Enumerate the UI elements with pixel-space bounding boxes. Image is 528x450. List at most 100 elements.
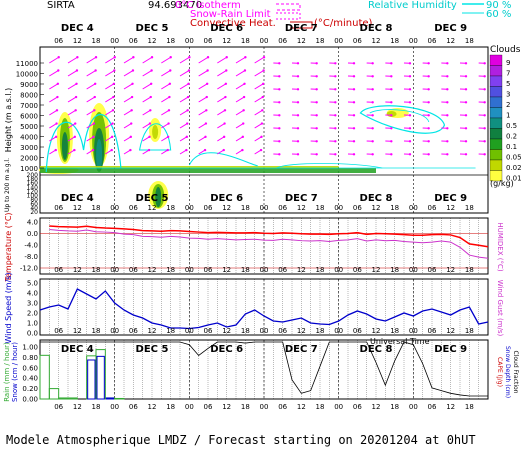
hour-tick-label: 12 bbox=[297, 266, 306, 274]
wind-vector-head bbox=[371, 153, 374, 156]
wind-vector-head bbox=[334, 114, 337, 117]
wind-vector-head bbox=[222, 135, 226, 139]
colorbar-label: 0.1 bbox=[506, 143, 517, 151]
height-agl-tick-label: 100 bbox=[27, 193, 39, 200]
colorbar-label: 7 bbox=[506, 70, 510, 78]
wind-vector bbox=[161, 136, 169, 142]
wind-vector-head bbox=[74, 122, 77, 125]
wind-vector-head bbox=[315, 75, 318, 78]
wind-vector bbox=[67, 96, 77, 103]
wind-vector bbox=[254, 56, 265, 64]
hour-tick-label: 06 bbox=[278, 204, 287, 212]
wind-vector-head bbox=[371, 140, 374, 143]
wind-vector-head bbox=[315, 127, 318, 130]
wind-vector-head bbox=[225, 56, 228, 59]
cloud-cell bbox=[152, 125, 159, 139]
day-label: DEC 6 bbox=[210, 193, 243, 204]
wind-vector bbox=[198, 83, 208, 90]
wind-vector-head bbox=[371, 75, 374, 78]
hour-tick-label: 12 bbox=[297, 403, 306, 411]
wind-vector-head bbox=[186, 109, 189, 112]
hour-tick-label: 00 bbox=[185, 204, 194, 212]
wind-vector bbox=[235, 96, 245, 103]
hour-tick-label: 18 bbox=[316, 403, 325, 411]
hour-tick-label: 12 bbox=[73, 37, 82, 45]
hour-tick-label: 00 bbox=[409, 204, 418, 212]
wind-vector bbox=[49, 83, 59, 90]
precip-tick-label: 0.20 bbox=[22, 385, 38, 393]
hour-tick-label: 12 bbox=[446, 266, 455, 274]
wind-vector bbox=[49, 123, 57, 129]
wind-vector-head bbox=[244, 56, 247, 59]
hour-tick-label: 18 bbox=[316, 37, 325, 45]
hour-tick-label: 06 bbox=[278, 37, 287, 45]
humidex-line bbox=[49, 228, 489, 259]
wind-vector bbox=[161, 96, 170, 103]
hour-tick-label: 12 bbox=[446, 327, 455, 335]
wind-vector-head bbox=[260, 135, 263, 139]
legend-rh-label: Relative Humidity bbox=[368, 0, 457, 11]
wind-vector-head bbox=[315, 140, 318, 143]
wind-vector-head bbox=[390, 114, 393, 117]
hour-tick-label: 12 bbox=[222, 266, 231, 274]
wind-vector bbox=[67, 56, 78, 64]
temperature-tick-label: 0.0 bbox=[27, 230, 38, 238]
day-label: DEC 5 bbox=[136, 23, 169, 34]
hour-tick-label: 18 bbox=[465, 37, 474, 45]
hour-tick-label: 18 bbox=[92, 204, 101, 212]
temperature-tick-label: -4.0 bbox=[24, 242, 38, 250]
wind-vector-head bbox=[278, 101, 281, 104]
wind-vector-head bbox=[223, 122, 226, 125]
wind-vector-head bbox=[56, 95, 59, 99]
colorbar-swatch bbox=[489, 65, 503, 77]
wind-vector-head bbox=[262, 69, 265, 72]
wind-vector-head bbox=[166, 148, 169, 152]
colorbar-label: 0.5 bbox=[506, 122, 517, 130]
wind-vector bbox=[142, 56, 153, 64]
hour-tick-label: 00 bbox=[260, 403, 269, 411]
wind-vector-head bbox=[427, 127, 430, 130]
wind-vector bbox=[198, 56, 209, 64]
hour-tick-label: 00 bbox=[334, 403, 343, 411]
wind-vector-head bbox=[315, 114, 318, 117]
wind-vector bbox=[198, 70, 208, 77]
wind-vector-head bbox=[113, 56, 116, 59]
wind-vector-head bbox=[93, 109, 96, 112]
wind-vector-head bbox=[278, 88, 281, 91]
wind-vector-head bbox=[464, 62, 468, 65]
wind-vector bbox=[105, 136, 113, 142]
wind-vector bbox=[235, 83, 245, 90]
colorbar-label: 5 bbox=[506, 80, 510, 88]
hour-tick-label: 00 bbox=[409, 327, 418, 335]
wind-vector-head bbox=[371, 62, 374, 65]
wind-vector-head bbox=[278, 114, 281, 117]
legend-swatches bbox=[276, 3, 484, 29]
height-agl-tick-label: 160 bbox=[27, 180, 39, 187]
hour-tick-label: 18 bbox=[92, 403, 101, 411]
wind-vector-head bbox=[243, 82, 246, 85]
hour-tick-label: 06 bbox=[54, 204, 63, 212]
hour-tick-label: 12 bbox=[372, 327, 381, 335]
wind-vector-head bbox=[483, 101, 486, 104]
colorbar-label: 3 bbox=[506, 91, 510, 99]
wind-vector-head bbox=[73, 148, 76, 152]
height-tick-label: 4000 bbox=[20, 134, 38, 142]
wind-vector bbox=[86, 70, 96, 77]
wind-vector bbox=[142, 83, 152, 90]
wind-vector bbox=[67, 149, 75, 155]
wind-vector bbox=[123, 109, 132, 116]
hour-tick-label: 12 bbox=[222, 327, 231, 335]
day-label: DEC 8 bbox=[360, 193, 393, 204]
wind-vector-head bbox=[352, 101, 356, 104]
hour-tick-label: 00 bbox=[334, 266, 343, 274]
wind-vector-head bbox=[186, 95, 190, 99]
rain-bar bbox=[39, 354, 50, 400]
cloud-cell bbox=[61, 132, 68, 160]
wind-vector bbox=[49, 136, 57, 142]
wind-vector bbox=[217, 109, 226, 116]
wind-vector bbox=[123, 56, 134, 64]
height-agl-label: Up to 200 m a.g.l. bbox=[4, 158, 11, 212]
wind-vector bbox=[254, 109, 263, 116]
footer-caption: Modele Atmospherique LMDZ / Forecast sta… bbox=[6, 433, 476, 447]
hour-tick-label: 06 bbox=[129, 266, 138, 274]
